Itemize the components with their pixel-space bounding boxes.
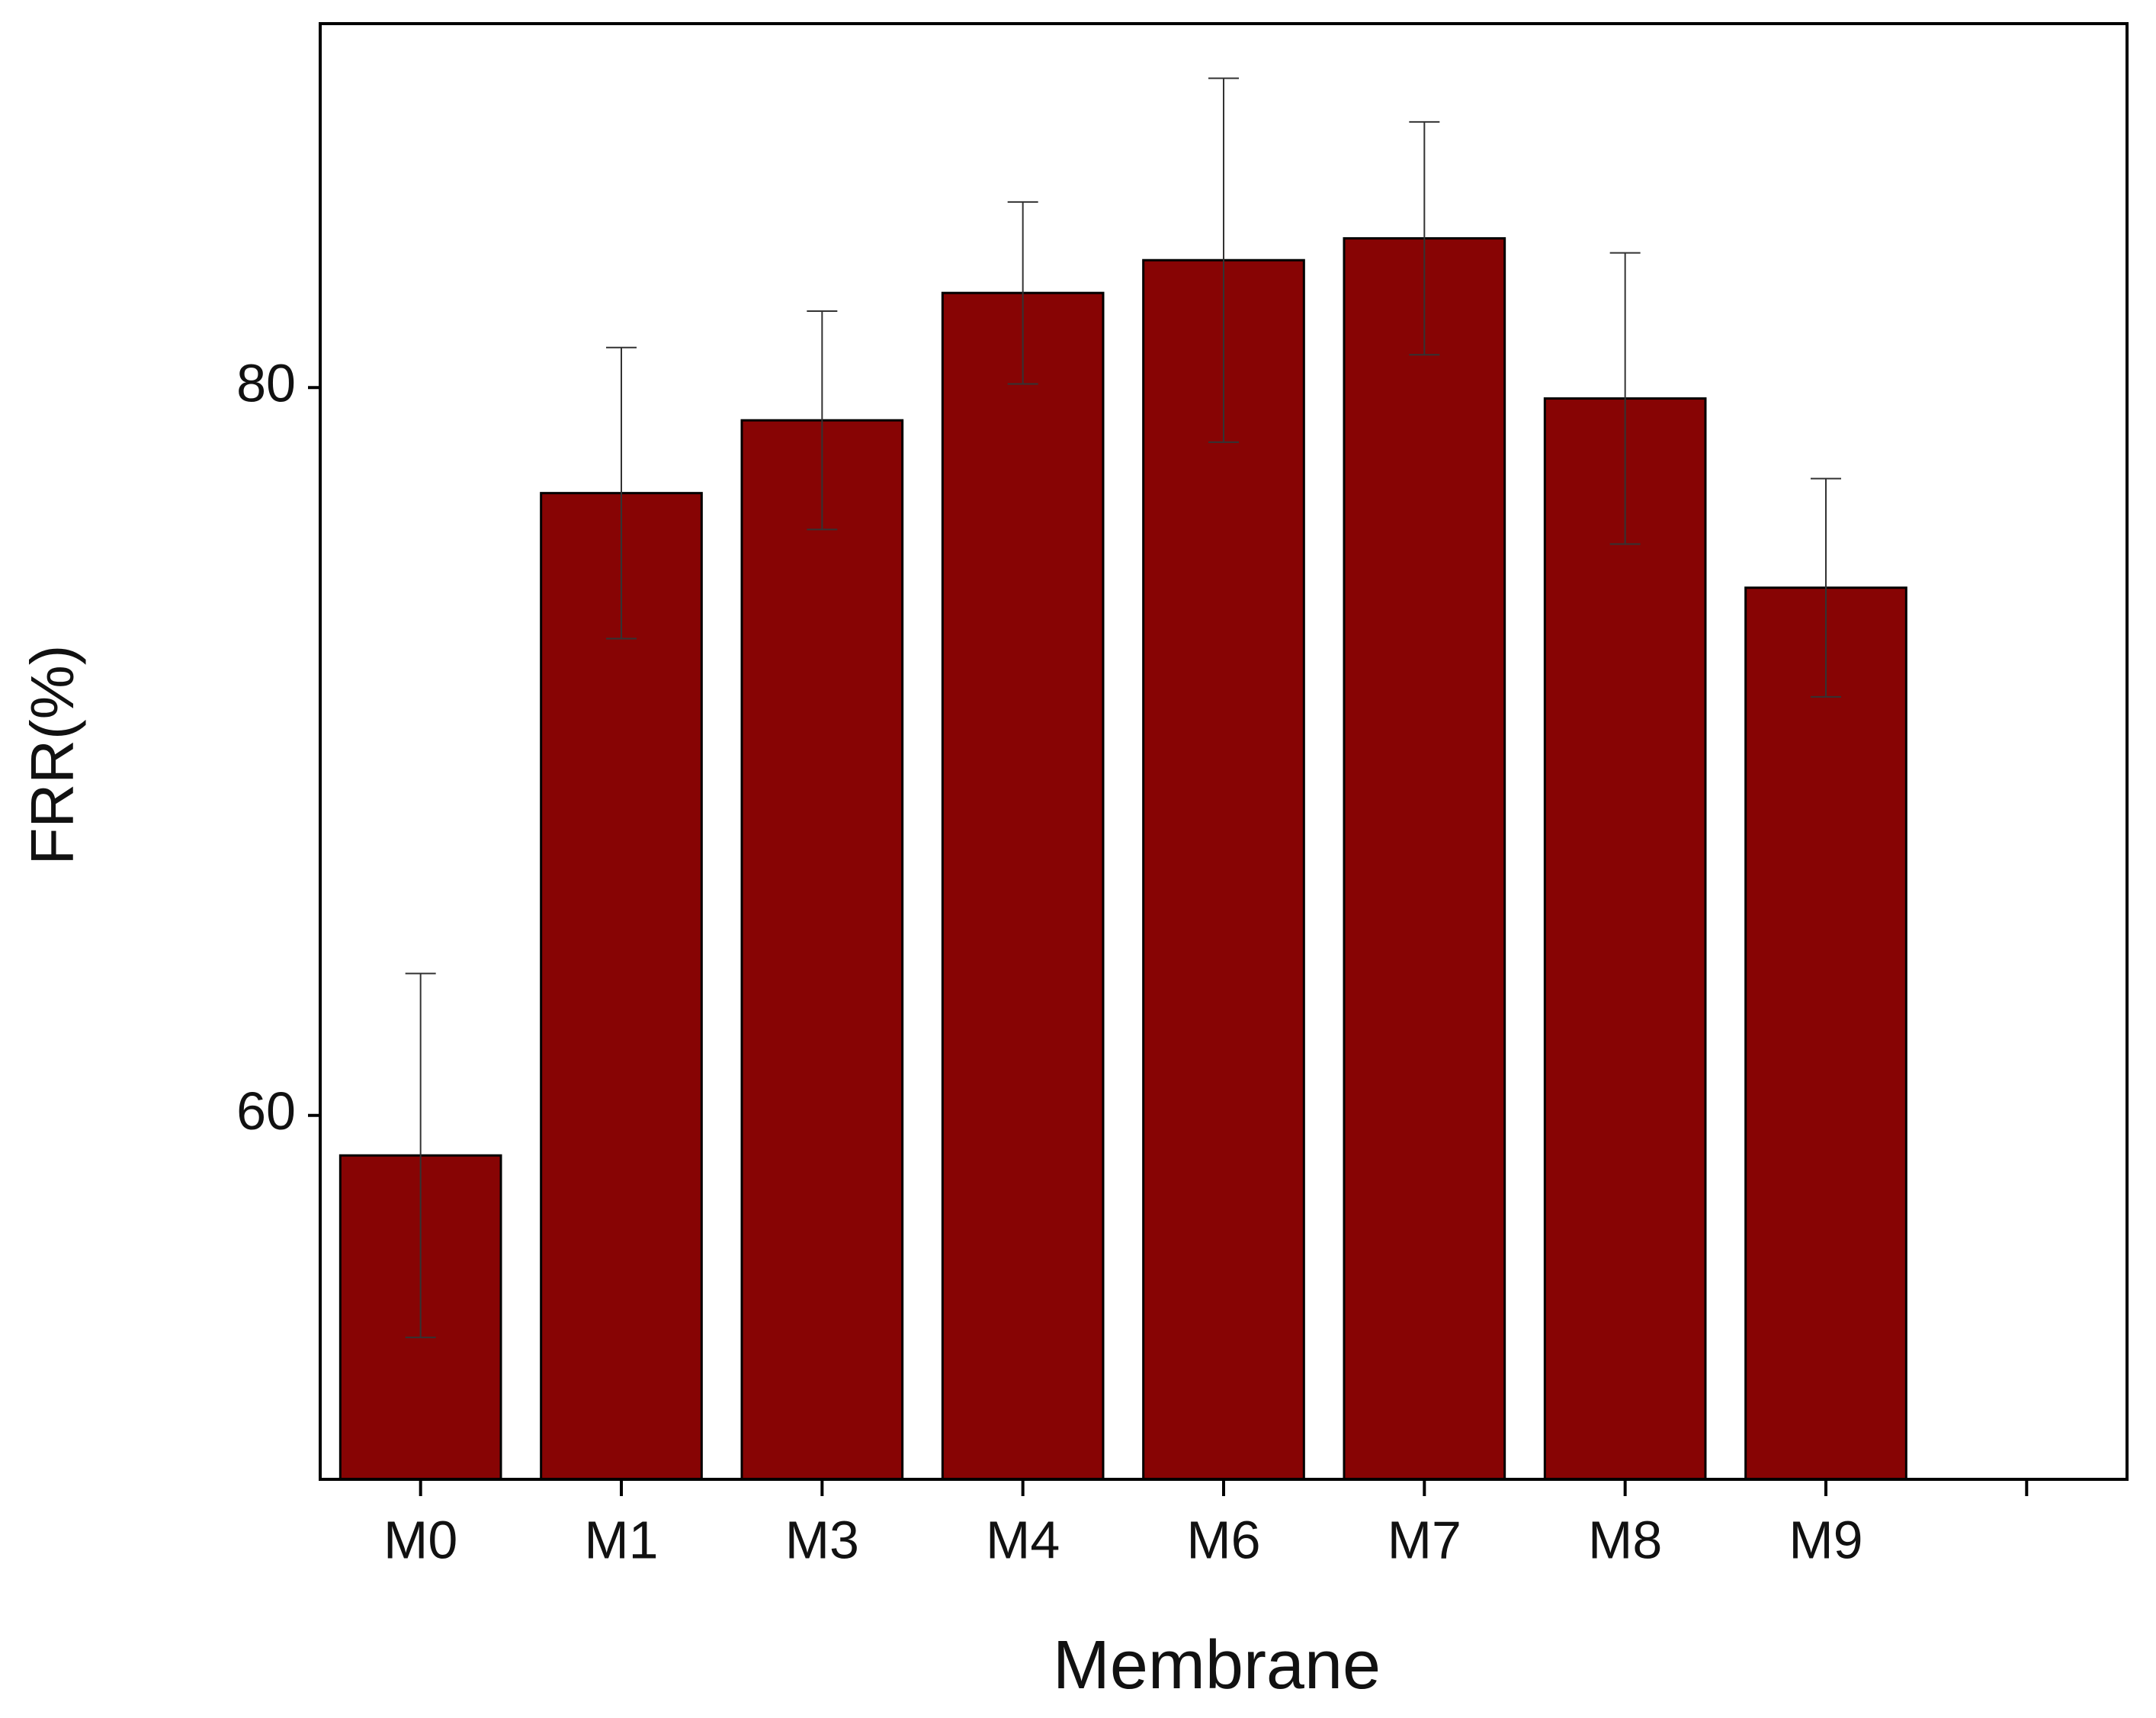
bar — [740, 419, 904, 1481]
error-bar — [1409, 120, 1440, 356]
bar — [941, 291, 1105, 1481]
y-axis-title: FRR(%) — [18, 645, 86, 865]
y-tick-label: 80 — [236, 354, 296, 413]
error-bar — [405, 972, 436, 1338]
x-tick-label: M0 — [383, 1510, 457, 1569]
x-tick-label: M8 — [1588, 1510, 1662, 1569]
x-tick-label: M3 — [785, 1510, 859, 1569]
plot-frame — [319, 22, 2129, 1481]
x-tick-label: M6 — [1186, 1510, 1260, 1569]
bar — [1343, 237, 1506, 1481]
bar — [1744, 586, 1907, 1481]
x-tick-label: M7 — [1388, 1510, 1461, 1569]
error-bar — [807, 310, 838, 531]
x-tick-label: M9 — [1789, 1510, 1862, 1569]
error-bar — [1609, 252, 1641, 545]
y-tick-label: 60 — [236, 1081, 296, 1141]
bar — [540, 492, 703, 1481]
error-bar — [1208, 77, 1239, 443]
x-tick-label: M1 — [584, 1510, 658, 1569]
error-bar — [606, 346, 637, 640]
x-tick-label: M4 — [986, 1510, 1060, 1569]
bar — [1142, 259, 1305, 1481]
x-axis-title: Membrane — [1053, 1627, 1381, 1704]
error-bar — [1811, 477, 1841, 698]
error-bar — [1007, 201, 1038, 385]
bar — [1543, 397, 1707, 1481]
